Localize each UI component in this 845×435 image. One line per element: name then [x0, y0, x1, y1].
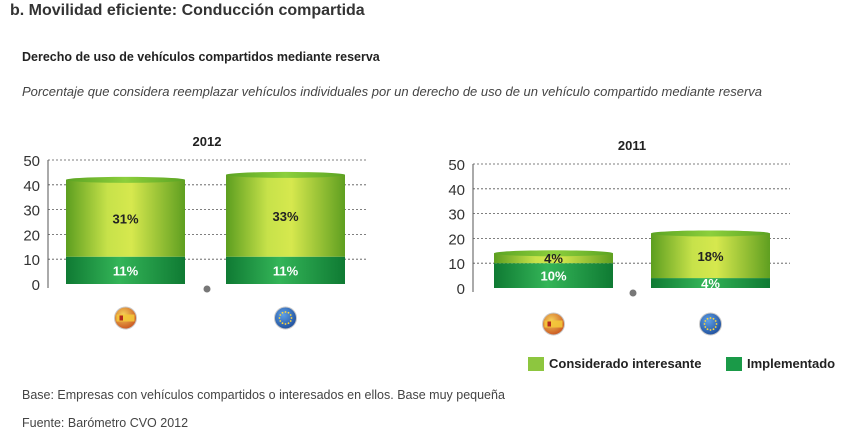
bar-segment-considerado — [66, 179, 185, 257]
bar-segment-considerado — [494, 253, 613, 264]
legend-item-considerado — [528, 357, 544, 371]
bar-segment-implementado — [651, 278, 770, 288]
axis-marker — [629, 289, 637, 297]
y-tick-label: 30 — [448, 207, 465, 224]
bar-españa: 10%4% — [494, 250, 613, 288]
bar-europa: 4% 18% — [651, 230, 770, 291]
bar-segment-implementado — [66, 256, 185, 284]
data-label-implementado: 10% — [540, 269, 566, 284]
y-tick-label: 0 — [457, 281, 465, 298]
y-tick-label: 20 — [448, 231, 465, 248]
bar-segment-implementado — [226, 256, 345, 284]
page-title: b. Movilidad eficiente: Conducción compa… — [10, 2, 365, 19]
y-tick-label: 10 — [23, 252, 40, 269]
bar-europa: 11% 33% — [226, 171, 345, 284]
chart-2012: 2012 0 10 20 30 40 50 11% 31% 11% 33% — [23, 134, 367, 330]
y-tick-label: 20 — [23, 227, 40, 244]
eu-flag-icon — [274, 306, 297, 330]
bar-segment-considerado — [651, 233, 770, 279]
chart-description: Porcentaje que considera reemplazar vehí… — [22, 84, 762, 99]
y-tick-label: 10 — [448, 256, 465, 273]
y-tick-label: 50 — [448, 157, 465, 174]
bar-españa: 11% 31% — [66, 176, 185, 284]
eu-flag-icon — [699, 312, 722, 336]
chart-title: 2011 — [618, 138, 646, 153]
bar-top-cap — [66, 176, 185, 183]
legend-item-implementado — [726, 357, 742, 371]
data-label-implementado: 11% — [273, 263, 299, 278]
data-label-considerado: 33% — [272, 209, 298, 224]
y-tick-label: 50 — [23, 153, 40, 170]
data-label-implementado: 11% — [113, 263, 139, 278]
data-label-considerado: 4% — [544, 251, 563, 266]
source-note: Fuente: Barómetro CVO 2012 — [22, 416, 189, 430]
spain-flag-icon — [542, 312, 565, 336]
chart-subtitle: Derecho de uso de vehículos compartidos … — [22, 50, 380, 64]
spain-flag-icon — [114, 306, 137, 330]
bar-top-cap — [226, 171, 345, 178]
base-note: Base: Empresas con vehículos compartidos… — [22, 388, 505, 402]
bar-segment-considerado — [226, 174, 345, 257]
bar-top-cap — [651, 230, 770, 237]
axis-marker — [203, 285, 211, 293]
data-label-considerado: 31% — [112, 211, 138, 226]
legend-label-considerado: Considerado interesante — [549, 356, 702, 371]
y-tick-label: 40 — [448, 182, 465, 199]
bar-segment-implementado — [494, 263, 613, 288]
y-tick-label: 0 — [32, 277, 40, 294]
data-label-considerado: 18% — [697, 249, 723, 264]
legend-label-implementado: Implementado — [747, 356, 836, 371]
y-tick-label: 30 — [23, 203, 40, 220]
bar-top-cap — [494, 250, 613, 257]
chart-title: 2012 — [193, 134, 222, 149]
data-label-implementado: 4% — [701, 276, 720, 291]
y-tick-label: 40 — [23, 178, 40, 195]
